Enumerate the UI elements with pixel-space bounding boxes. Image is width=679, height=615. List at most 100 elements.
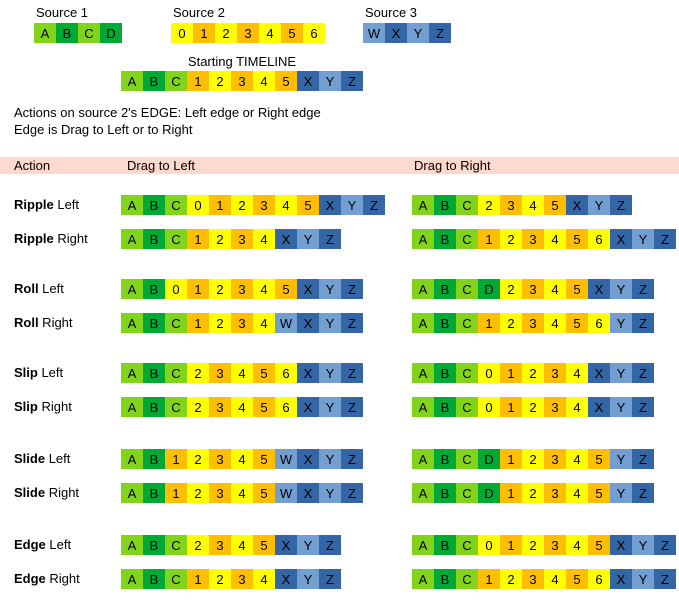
timeline-cell: A — [412, 449, 434, 469]
timeline-cell: B — [143, 71, 165, 91]
timeline-cell: 2 — [522, 483, 544, 503]
timeline-cell: 3 — [544, 363, 566, 383]
timeline-cell: 4 — [253, 279, 275, 299]
timeline-cell: C — [456, 313, 478, 333]
timeline-cell: 2 — [500, 279, 522, 299]
timeline-cell: Z — [341, 449, 363, 469]
timeline-cell: Z — [341, 71, 363, 91]
timeline-cell: Z — [632, 279, 654, 299]
timeline-cell: 5 — [281, 23, 303, 43]
timeline-cell: A — [412, 279, 434, 299]
timeline-cell: C — [456, 229, 478, 249]
timeline-cell: B — [434, 229, 456, 249]
timeline-cell: Z — [319, 569, 341, 589]
timeline-cell: 5 — [253, 449, 275, 469]
timeline-cell: 2 — [187, 449, 209, 469]
timeline-cell: 4 — [566, 363, 588, 383]
action-name: Ripple — [14, 231, 54, 246]
timeline-cell: 4 — [231, 397, 253, 417]
timeline-cell: Z — [654, 535, 676, 555]
timeline-cell: A — [412, 535, 434, 555]
timeline-cell: D — [100, 23, 122, 43]
timeline-cell: 3 — [209, 363, 231, 383]
action-row-label: Ripple Left — [14, 197, 80, 212]
action-row: Roll Right A B C 1 2 3 4 W X Y Z A B C 1 2 3 4 5 6 Y Z — [0, 313, 679, 333]
timeline-cell: 0 — [187, 195, 209, 215]
timeline-cell: 5 — [275, 279, 297, 299]
timeline-cell: A — [412, 195, 434, 215]
action-row: Edge Right A B C 1 2 3 4 X Y Z A B C 1 2 3 4 5 6 X Y Z — [0, 569, 679, 589]
timeline-cell: A — [412, 229, 434, 249]
action-row-label: Edge Right — [14, 571, 80, 586]
timeline-cell: 4 — [566, 535, 588, 555]
action-name: Slip — [14, 365, 38, 380]
timeline-cell: C — [456, 569, 478, 589]
timeline-cell: 3 — [522, 313, 544, 333]
timeline-cell: 3 — [544, 483, 566, 503]
source-label: Source 1 — [36, 5, 89, 20]
timeline-cell: 2 — [522, 397, 544, 417]
timeline-cell: 1 — [187, 313, 209, 333]
timeline-cell: 5 — [566, 313, 588, 333]
timeline-cell: 3 — [209, 397, 231, 417]
timeline-cell: A — [412, 397, 434, 417]
action-row-label: Slide Left — [14, 451, 71, 466]
timeline-cell: X — [275, 535, 297, 555]
timeline-cell: 1 — [478, 229, 500, 249]
timeline-cell: 3 — [544, 535, 566, 555]
column-header-drag-left: Drag to Left — [127, 158, 195, 173]
timeline-cell: 5 — [588, 449, 610, 469]
timeline-cell: 1 — [478, 569, 500, 589]
intro-line-2: Edge is Drag to Left or to Right — [14, 122, 193, 137]
timeline-cell: Y — [319, 449, 341, 469]
timeline-cell: Y — [632, 229, 654, 249]
timeline-cell: Y — [407, 23, 429, 43]
timeline-cell: X — [297, 363, 319, 383]
timeline-cell: C — [456, 483, 478, 503]
timeline-cell: A — [121, 483, 143, 503]
timeline-cell: B — [143, 569, 165, 589]
timeline-cell: 4 — [566, 449, 588, 469]
timeline-cell: C — [165, 229, 187, 249]
timeline-cell: 3 — [231, 313, 253, 333]
timeline-cell: Z — [363, 195, 385, 215]
timeline-cell: W — [275, 483, 297, 503]
timeline-cell: A — [412, 363, 434, 383]
timeline-cell: X — [610, 569, 632, 589]
timeline-cell: C — [165, 397, 187, 417]
timeline-cell: Y — [610, 483, 632, 503]
timeline-cell: 1 — [193, 23, 215, 43]
timeline-cell: 5 — [566, 279, 588, 299]
timeline-cell: Y — [319, 313, 341, 333]
action-row: Slip Right A B C 2 3 4 5 6 X Y Z A B C 0 1 2 3 4 X Y Z — [0, 397, 679, 417]
timeline-cell: 6 — [588, 229, 610, 249]
timeline-cell: 2 — [522, 535, 544, 555]
timeline-cell: B — [143, 483, 165, 503]
timeline-cell: B — [143, 449, 165, 469]
timeline-cell: 2 — [209, 71, 231, 91]
timeline-cell: 5 — [566, 229, 588, 249]
timeline-cell: 4 — [566, 397, 588, 417]
timeline-cell: Z — [654, 569, 676, 589]
action-name: Slip — [14, 399, 38, 414]
timeline-cell: 5 — [253, 397, 275, 417]
timeline-cell: 4 — [275, 195, 297, 215]
timeline-cell: X — [588, 279, 610, 299]
timeline-cell: A — [121, 313, 143, 333]
timeline-cell: 6 — [275, 397, 297, 417]
timeline-cell: 1 — [500, 535, 522, 555]
timeline-cell: B — [434, 397, 456, 417]
timeline-cell: 4 — [231, 363, 253, 383]
action-name: Slide — [14, 451, 46, 466]
